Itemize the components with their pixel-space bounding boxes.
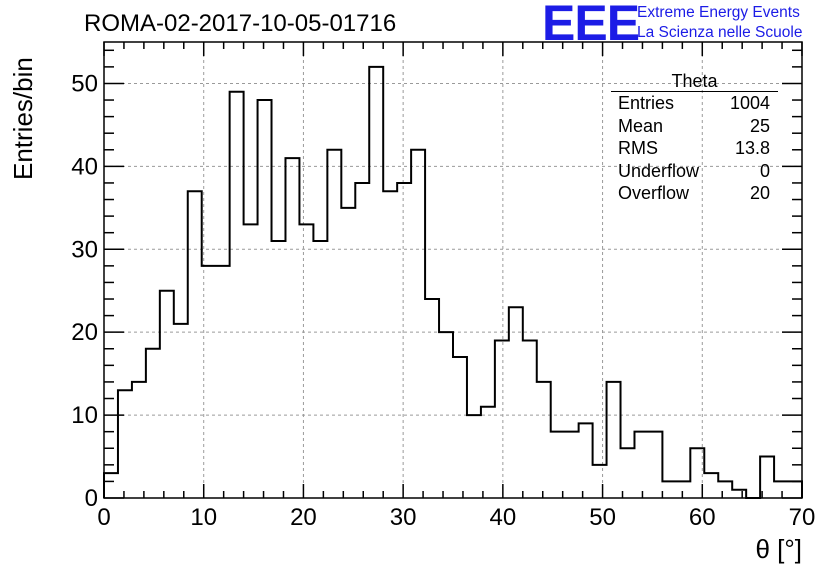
logo-line-2: La Scienza nelle Scuole [637, 24, 803, 41]
stats-row-overflow: Overflow 20 [611, 182, 778, 205]
y-tick-label: 50 [71, 70, 98, 97]
stats-row-mean: Mean 25 [611, 115, 778, 138]
x-tick-label: 10 [190, 504, 217, 531]
stats-row-entries: Entries 1004 [611, 92, 778, 115]
x-tick-label: 50 [589, 504, 616, 531]
stats-row-underflow: Underflow 0 [611, 160, 778, 183]
x-tick-label: 60 [689, 504, 716, 531]
axis-ticks [103, 42, 803, 499]
x-axis-label: θ [°] [755, 534, 802, 564]
stats-label: Underflow [618, 160, 700, 181]
x-tick-label: 20 [290, 504, 317, 531]
stats-label: RMS [618, 138, 658, 158]
y-tick-label: 0 [85, 485, 98, 512]
stats-label: Overflow [618, 183, 690, 203]
run-title: ROMA-02-2017-10-05-01716 [84, 10, 397, 37]
x-tick-labels: 0 10 20 30 40 50 60 70 [97, 504, 815, 531]
histogram-outline [103, 65, 803, 499]
y-axis-label: Entries/bin [8, 57, 38, 180]
x-tick-label: 30 [390, 504, 417, 531]
stats-title: Theta [611, 72, 778, 92]
stats-label: Mean [618, 115, 664, 136]
eee-logo-text: Extreme Energy Events La Scienza nelle S… [637, 3, 802, 43]
x-tick-label: 70 [789, 504, 816, 531]
stats-value: 13.8 [734, 138, 770, 158]
stats-label: Entries [618, 93, 675, 113]
y-tick-label: 40 [71, 153, 98, 180]
stats-value: 25 [749, 115, 770, 136]
x-tick-label: 40 [490, 504, 517, 531]
stats-value: 20 [749, 183, 770, 203]
y-tick-label: 30 [71, 236, 98, 263]
y-tick-label: 20 [71, 319, 98, 346]
plot-frame [103, 41, 803, 499]
y-tick-labels: 0 10 20 30 40 50 [71, 70, 98, 512]
stats-value: 0 [759, 160, 770, 181]
stats-row-rms: RMS 13.8 [611, 137, 778, 160]
y-tick-label: 10 [71, 402, 98, 429]
x-tick-label: 0 [97, 504, 110, 531]
eee-logo: EEE [542, 0, 640, 51]
logo-line-1: Extreme Energy Events [637, 4, 800, 21]
stats-box: Theta Entries 1004 Mean 25 RMS 13.8 Unde… [611, 72, 778, 205]
stats-value: 1004 [729, 93, 770, 113]
